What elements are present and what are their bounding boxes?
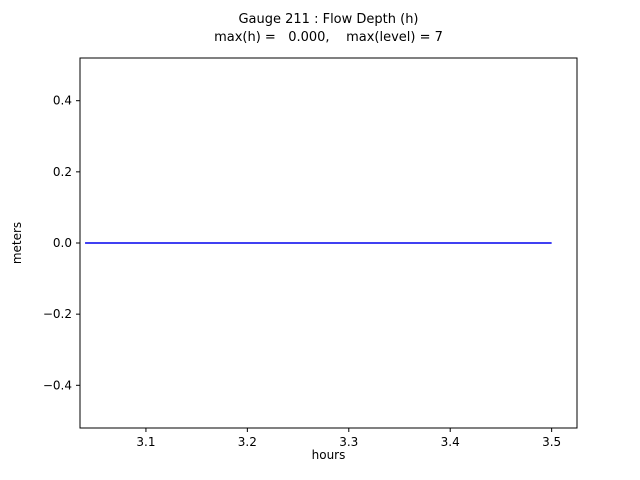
chart-title: Gauge 211 : Flow Depth (h) xyxy=(238,12,419,27)
y-tick-label: 0.0 xyxy=(53,236,72,250)
y-tick-label: 0.2 xyxy=(53,165,72,179)
x-tick-label: 3.2 xyxy=(238,435,257,449)
x-tick-label: 3.3 xyxy=(339,435,358,449)
x-tick-label: 3.5 xyxy=(542,435,561,449)
y-tick-label: 0.4 xyxy=(53,94,72,108)
x-tick-label: 3.1 xyxy=(136,435,155,449)
y-tick-label: −0.2 xyxy=(43,307,72,321)
x-axis-label: hours xyxy=(311,448,346,462)
y-tick-label: −0.4 xyxy=(43,378,72,392)
chart-subtitle: max(h) = 0.000, max(level) = 7 xyxy=(214,30,443,45)
x-tick-label: 3.4 xyxy=(441,435,460,449)
